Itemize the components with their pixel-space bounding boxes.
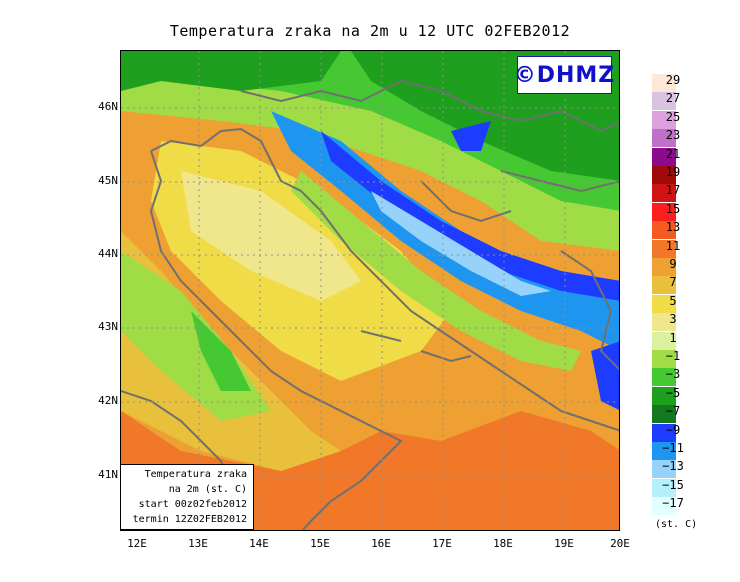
legend-label: 3 (669, 312, 677, 327)
lat-label-45n: 45N (98, 174, 118, 187)
legend-swatch (652, 221, 676, 240)
lon-label-16e: 16E (371, 537, 391, 550)
graticule (121, 51, 619, 530)
temperature-map (120, 50, 620, 531)
legend-swatch (652, 92, 676, 111)
legend-swatch (652, 313, 676, 332)
legend-swatch (652, 478, 676, 497)
legend-swatch (652, 386, 676, 405)
lat-label-41n: 41N (98, 468, 118, 481)
lon-label-18e: 18E (493, 537, 513, 550)
legend-swatch (652, 166, 676, 184)
legend-label: −3 (665, 367, 681, 382)
legend-swatch (652, 239, 676, 258)
dhmz-logo: ©DHMZ (514, 56, 614, 94)
legend-label: 27 (665, 91, 681, 106)
legend-label: 17 (665, 183, 681, 198)
legend-swatch (652, 497, 676, 516)
field-blue-north (451, 121, 491, 151)
legend-swatch (652, 202, 676, 221)
lon-label-19e: 19E (554, 537, 574, 550)
legend-label: 5 (669, 293, 677, 308)
legend-label: 25 (665, 109, 681, 124)
legend-swatch (652, 442, 676, 460)
legend-label: 11 (665, 238, 681, 253)
info-line-variable: Temperatura zraka (144, 469, 247, 480)
legend-swatch (652, 258, 676, 276)
lat-label-43n: 43N (98, 320, 118, 333)
legend-label: −11 (662, 441, 684, 455)
lon-label-17e: 17E (432, 537, 452, 550)
field-paleyellow-central (181, 171, 361, 301)
legend-swatch (652, 74, 676, 92)
legend-swatch (652, 331, 676, 350)
lon-label-13e: 13E (188, 537, 208, 550)
map-title: Temperatura zraka na 2m u 12 UTC 02FEB20… (169, 22, 571, 40)
legend-label: 7 (669, 275, 677, 290)
legend-swatch (652, 129, 676, 148)
lon-label-20e: 20E (610, 537, 630, 550)
lon-label-12e: 12E (127, 537, 147, 550)
field-darkblue-dinaric (321, 131, 619, 301)
legend-label: −5 (665, 385, 681, 400)
legend-swatch (652, 276, 676, 295)
legend-label: 21 (665, 146, 681, 161)
legend-label: −13 (662, 459, 684, 474)
legend-label: 29 (665, 73, 681, 87)
field-darkgreen-nw (121, 51, 341, 91)
legend-label: −1 (665, 349, 681, 363)
legend-swatch (652, 184, 676, 203)
forecast-info-box: Temperatura zraka na 2m (st. C) start 00… (120, 464, 254, 530)
legend-label: 23 (665, 128, 681, 143)
legend-label: −17 (662, 496, 684, 511)
lon-label-15e: 15E (310, 537, 330, 550)
legend-label: 13 (665, 220, 681, 235)
legend-label: 1 (669, 330, 677, 345)
legend-label: 9 (669, 257, 677, 271)
info-line-termin: termin 12Z02FEB2012 (132, 514, 247, 525)
legend-swatch (652, 110, 676, 129)
legend-label: −15 (662, 477, 684, 492)
field-lightblue-dinaric (371, 191, 551, 296)
legend-swatch (652, 368, 676, 387)
legend-swatch (652, 147, 676, 166)
legend-label: 19 (665, 165, 681, 179)
legend-swatch (652, 460, 676, 479)
lat-label-46n: 46N (98, 100, 118, 113)
temperature-field (121, 51, 619, 530)
legend-units: (st. C) (655, 519, 698, 530)
legend-swatch (652, 294, 676, 313)
legend-label: −7 (665, 404, 681, 419)
field-blue-se (591, 341, 619, 410)
legend-label: −9 (665, 422, 681, 437)
info-line-start: start 00z02feb2012 (138, 499, 247, 510)
field-green-apennines-dark (191, 311, 251, 391)
lat-label-42n: 42N (98, 394, 118, 407)
legend-label: 15 (665, 201, 681, 216)
info-line-units: na 2m (st. C) (168, 484, 247, 495)
legend-swatch (652, 405, 676, 424)
lat-label-44n: 44N (98, 247, 118, 260)
lon-label-14e: 14E (249, 537, 269, 550)
legend-swatch (652, 350, 676, 368)
field-green-coast (291, 171, 581, 371)
legend-swatch (652, 423, 676, 442)
